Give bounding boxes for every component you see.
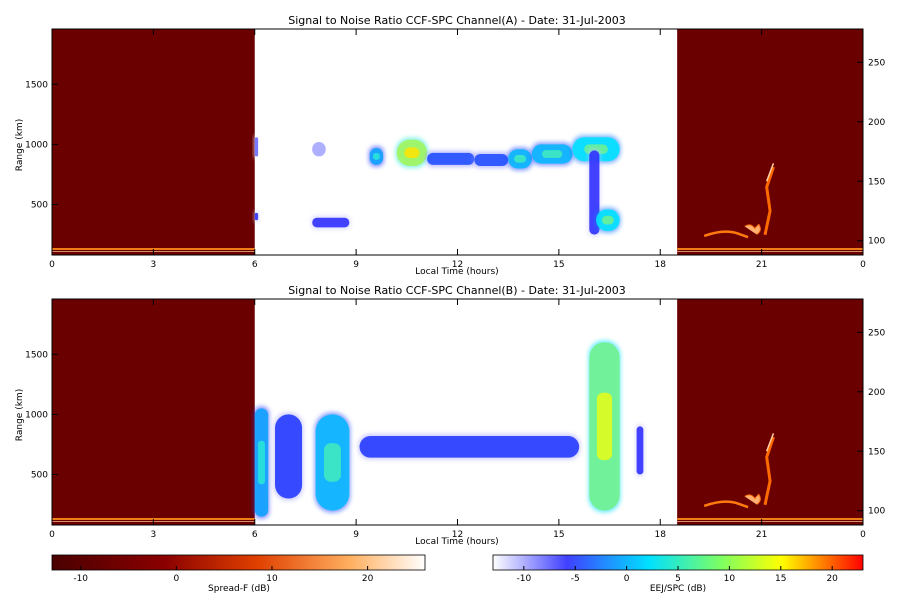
eej-colorbar: -10 -5 0 5 10 15 20 EEJ/SPC (dB) <box>492 554 864 594</box>
spread-f-bottom-trace <box>677 251 863 252</box>
y-tick-label: 1000 <box>25 410 48 420</box>
spread-f-plume-column <box>763 436 775 506</box>
spread-f-plume-blob <box>744 223 761 235</box>
x-tick-label: 6 <box>252 260 258 270</box>
colorbar-tick-label: 10 <box>266 574 278 584</box>
colorbar-tick-label: 15 <box>775 574 786 584</box>
echo-region-core <box>596 392 613 461</box>
eej-colorbar-ticks: -10 -5 0 5 10 15 20 <box>516 566 838 584</box>
panel-a-title: Signal to Noise Ratio CCF-SPC Channel(A)… <box>288 14 626 27</box>
y2-tick-label: 150 <box>868 447 885 457</box>
echo-region-core <box>258 440 265 485</box>
colorbar-tick-label: 20 <box>826 574 838 584</box>
echo-region <box>275 414 303 499</box>
colorbar-tick-label: -5 <box>571 574 580 584</box>
colorbar-tick-label: -10 <box>516 574 531 584</box>
spread-f-plume-core <box>765 163 775 182</box>
spread-f-colorbar: -10 0 10 20 Spread-F (dB) <box>51 554 426 594</box>
y2-tick-label: 200 <box>868 388 885 398</box>
x-tick-label: 9 <box>353 260 359 270</box>
panel-b-ylabel: Range (km) <box>15 389 25 441</box>
spread-f-block <box>52 29 255 255</box>
y2-tick-label: 150 <box>868 177 885 187</box>
colorbar-tick-label: 5 <box>675 574 681 584</box>
spread-f-bottom-trace <box>677 521 863 522</box>
spread-f-colorbar-gradient <box>51 554 426 571</box>
y-tick-label: 500 <box>31 201 48 211</box>
x-tick-label: 3 <box>151 260 157 270</box>
spread-f-colorbar-label: Spread-F (dB) <box>208 584 270 594</box>
y2-tick-label: 100 <box>868 237 885 247</box>
x-tick-label: 12 <box>452 530 463 540</box>
x-tick-label: 18 <box>655 530 667 540</box>
y2-tick-label: 100 <box>868 507 885 517</box>
colorbar-tick-label: 0 <box>624 574 630 584</box>
echo-region <box>254 137 259 157</box>
echo-region-core <box>324 443 341 482</box>
echo-region <box>312 142 326 157</box>
x-tick-label: 18 <box>655 260 667 270</box>
echo-region-core <box>373 153 380 160</box>
echo-region <box>636 426 644 475</box>
echo-region <box>474 154 509 167</box>
y-tick-label: 1500 <box>25 80 48 90</box>
spread-f-plume-low <box>703 230 749 239</box>
echo-region-core <box>514 154 526 163</box>
y-tick-label: 1500 <box>25 350 48 360</box>
echo-region <box>427 152 475 165</box>
colorbar-tick-label: -10 <box>73 574 88 584</box>
spread-f-plume-blob <box>744 493 761 505</box>
x-tick-label: 21 <box>756 260 767 270</box>
x-tick-label: 0 <box>860 530 866 540</box>
spread-f-plume-column <box>763 166 775 236</box>
y2-tick-label: 250 <box>868 328 885 338</box>
spread-f-block <box>677 299 863 525</box>
x-tick-label: 21 <box>756 530 767 540</box>
y-tick-label: 500 <box>31 471 48 481</box>
panel-a: Signal to Noise Ratio CCF-SPC Channel(A)… <box>15 14 885 277</box>
eej-colorbar-label: EEJ/SPC (dB) <box>650 584 706 594</box>
echo-region-core <box>541 150 563 158</box>
y-tick-label: 1000 <box>25 140 48 150</box>
x-tick-label: 3 <box>151 530 157 540</box>
colorbar-tick-label: 20 <box>362 574 374 584</box>
x-tick-label: 15 <box>553 260 564 270</box>
x-tick-label: 15 <box>553 530 564 540</box>
echo-region <box>359 436 580 458</box>
y2-tick-label: 200 <box>868 118 885 128</box>
spread-f-colorbar-ticks: -10 0 10 20 <box>73 566 374 584</box>
x-tick-label: 12 <box>452 260 463 270</box>
echo-region-core <box>404 147 420 159</box>
x-tick-label: 6 <box>252 530 258 540</box>
y2-tick-label: 250 <box>868 58 885 68</box>
panel-a-xlabel: Local Time (hours) <box>415 267 498 277</box>
x-tick-label: 0 <box>860 260 866 270</box>
panel-b-xlabel: Local Time (hours) <box>415 537 498 547</box>
x-tick-label: 0 <box>49 260 55 270</box>
spread-f-plume-core <box>765 433 775 452</box>
spread-f-block <box>677 29 863 255</box>
x-tick-label: 9 <box>353 530 359 540</box>
panel-b-title: Signal to Noise Ratio CCF-SPC Channel(B)… <box>288 284 626 297</box>
colorbar-tick-label: 10 <box>724 574 736 584</box>
spread-f-block <box>52 299 255 525</box>
echo-region <box>254 212 259 221</box>
echo-region <box>312 217 350 228</box>
panel-b-plot-area: 0 3 6 9 12 15 18 21 0 500 1000 1500 100 150 200 250 <box>25 298 885 540</box>
colorbar-tick-label: 0 <box>173 574 179 584</box>
spread-f-bottom-trace <box>677 248 863 250</box>
panel-a-plot-area: 0 3 6 9 12 15 18 21 0 500 1000 1500 100 150 200 250 <box>25 28 885 270</box>
echo-region-core <box>601 215 614 225</box>
spread-f-bottom-trace <box>677 518 863 520</box>
spread-f-plume-low <box>703 500 749 509</box>
panel-a-ylabel: Range (km) <box>15 119 25 171</box>
x-tick-label: 0 <box>49 530 55 540</box>
panel-b: Signal to Noise Ratio CCF-SPC Channel(B)… <box>15 284 885 547</box>
